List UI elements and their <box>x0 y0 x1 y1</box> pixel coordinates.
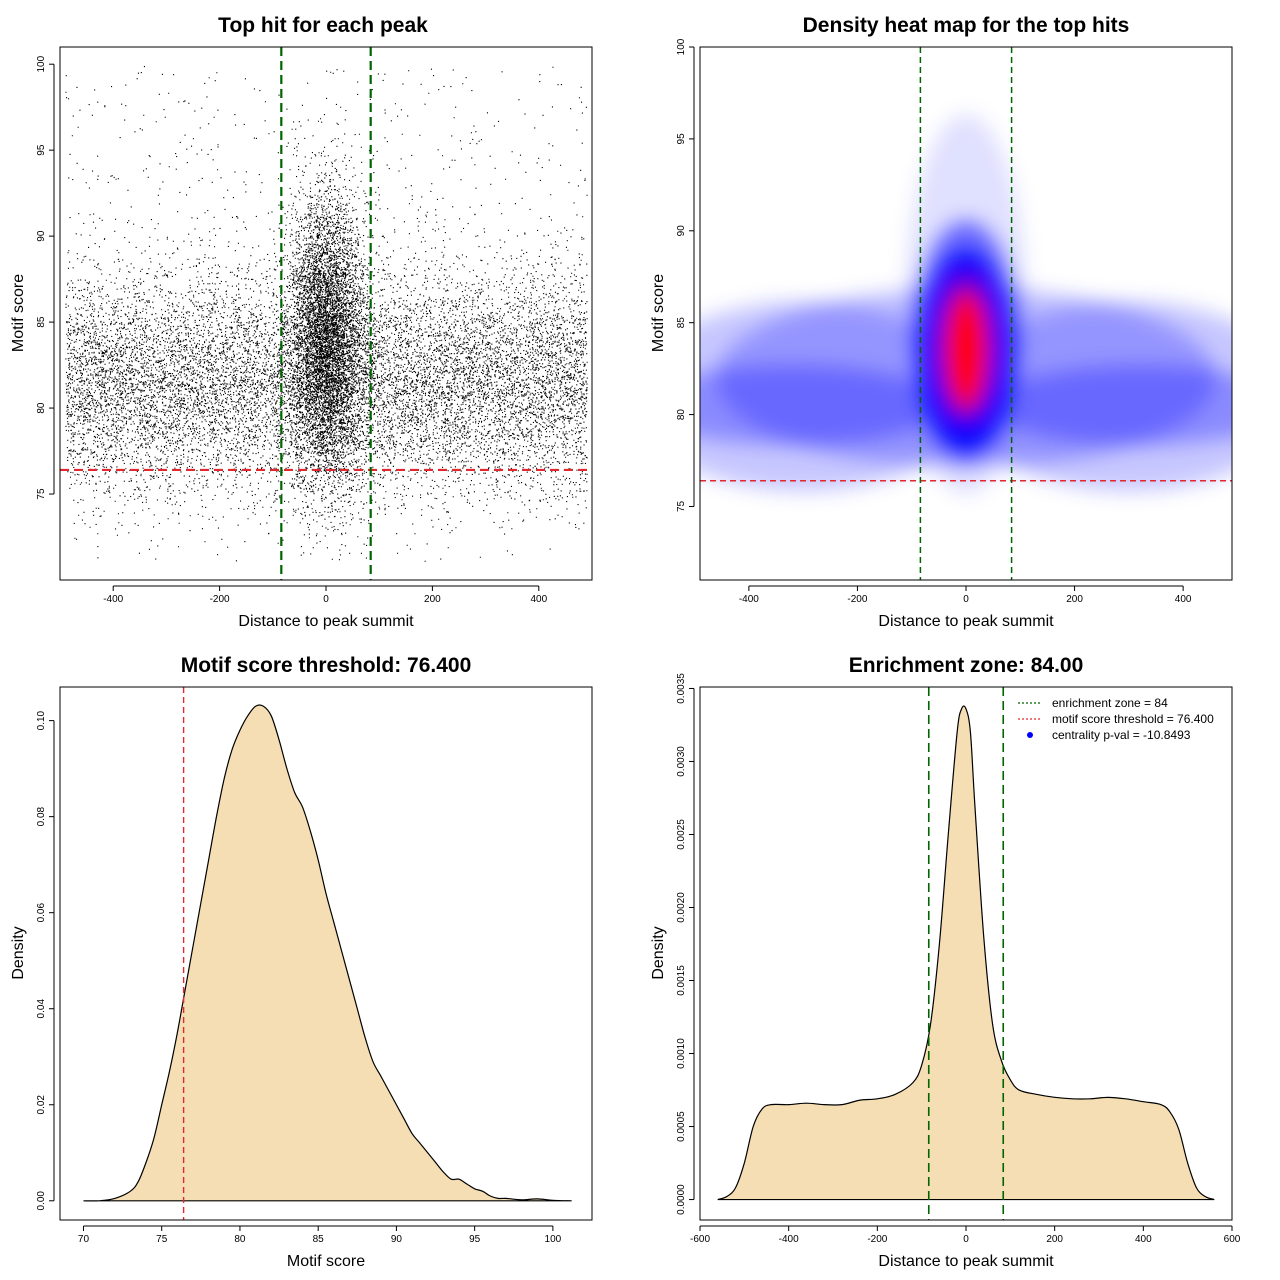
panel-enrichment-density: Enrichment zone: 84.00 -600 -400 -200 0 200 4… <box>650 654 1241 1270</box>
x-tick-label: 0 <box>963 1234 969 1245</box>
y-tick-label: 0.10 <box>36 710 47 730</box>
heatmap-density <box>700 114 1232 495</box>
y-tick-label: 0.0005 <box>676 1111 687 1142</box>
plot-frame <box>59 46 593 581</box>
panel-scatter: Top hit for each peak -400 -200 0 200 400 75… <box>10 14 593 630</box>
y-tick-label: 0.02 <box>36 1095 47 1115</box>
legend-label: centrality p-val = -10.8493 <box>1052 728 1191 742</box>
x-tick-label: -200 <box>210 594 230 605</box>
x-tick-label: -400 <box>779 1234 799 1245</box>
plot-frame <box>699 686 1233 1221</box>
plot-frame <box>699 46 1233 581</box>
x-tick-label: 70 <box>78 1234 90 1245</box>
legend-label: motif score threshold = 76.400 <box>1052 712 1214 726</box>
y-tick-label: 80 <box>676 409 687 421</box>
density-curve <box>83 704 572 1202</box>
plot-area <box>60 47 592 580</box>
x-tick-label: -200 <box>867 1234 887 1245</box>
legend-item: enrichment zone = 84 <box>1018 696 1168 710</box>
x-tick-label: -600 <box>690 1234 710 1245</box>
x-tick-label: 400 <box>1175 594 1192 605</box>
y-tick-label: 80 <box>36 402 47 414</box>
scatter-points <box>65 66 588 562</box>
x-axis: -600 -400 -200 0 200 400 600 <box>690 1225 1241 1245</box>
x-axis: 70 75 80 85 90 95 100 <box>78 1225 562 1245</box>
y-tick-label: 0.00 <box>36 1191 47 1211</box>
chart-title: Top hit for each peak <box>218 14 428 37</box>
legend: enrichment zone = 84 motif score threshol… <box>1018 696 1214 742</box>
x-axis-label: Distance to peak summit <box>878 1253 1054 1270</box>
y-axis: 75 80 85 90 95 100 <box>36 55 55 500</box>
y-tick-label: 100 <box>36 55 47 72</box>
x-tick-label: 400 <box>1135 1234 1152 1245</box>
x-tick-label: 80 <box>234 1234 246 1245</box>
chart-title: Enrichment zone: 84.00 <box>849 654 1084 677</box>
y-axis: 0.0000 0.0005 0.0010 0.0015 0.0020 0.0025 0.00… <box>676 673 695 1215</box>
y-tick-label: 0.0030 <box>676 746 687 777</box>
x-tick-label: 100 <box>545 1234 562 1245</box>
y-axis: 0.00 0.02 0.04 0.06 0.08 0.10 <box>36 710 55 1211</box>
y-tick-label: 0.0000 <box>676 1184 687 1215</box>
x-tick-label: 85 <box>313 1234 325 1245</box>
y-tick-label: 90 <box>36 230 47 242</box>
y-tick-label: 0.0010 <box>676 1038 687 1069</box>
y-tick-label: 85 <box>676 317 687 329</box>
y-tick-label: 75 <box>36 488 47 500</box>
y-tick-label: 0.0035 <box>676 673 687 704</box>
legend-item: centrality p-val = -10.8493 <box>1027 728 1191 742</box>
legend-dot-icon <box>1027 732 1033 738</box>
x-tick-label: 90 <box>391 1234 403 1245</box>
y-axis-label: Density <box>650 926 667 979</box>
plot-area <box>83 687 572 1220</box>
y-tick-label: 90 <box>676 225 687 237</box>
panel-heatmap: Density heat map for the top hits -400 -2… <box>650 14 1233 630</box>
x-axis-label: Distance to peak summit <box>238 613 414 630</box>
x-tick-label: -200 <box>847 594 867 605</box>
x-tick-label: 400 <box>530 594 547 605</box>
x-tick-label: 0 <box>323 594 329 605</box>
y-tick-label: 95 <box>36 144 47 156</box>
y-axis-label: Motif score <box>10 274 27 352</box>
y-tick-label: 0.06 <box>36 903 47 923</box>
heat-peak <box>946 292 986 409</box>
y-axis-label: Motif score <box>650 274 667 352</box>
y-tick-label: 0.0020 <box>676 892 687 923</box>
x-axis: -400 -200 0 200 400 <box>103 585 548 605</box>
x-tick-label: 200 <box>1066 594 1083 605</box>
x-tick-label: 75 <box>156 1234 168 1245</box>
legend-item: motif score threshold = 76.400 <box>1018 712 1214 726</box>
x-tick-label: 200 <box>1046 1234 1063 1245</box>
y-axis-label: Density <box>10 926 27 979</box>
chart-title: Motif score threshold: 76.400 <box>181 654 472 677</box>
x-tick-label: 95 <box>469 1234 481 1245</box>
x-tick-label: 200 <box>424 594 441 605</box>
y-tick-label: 95 <box>676 133 687 145</box>
density-area <box>717 705 1215 1200</box>
density-curve <box>717 705 1215 1201</box>
chart-title: Density heat map for the top hits <box>803 14 1130 37</box>
x-tick-label: -400 <box>739 594 759 605</box>
x-axis-label: Distance to peak summit <box>878 613 1054 630</box>
y-tick-label: 0.0015 <box>676 965 687 996</box>
x-axis-label: Motif score <box>287 1253 365 1270</box>
x-axis: -400 -200 0 200 400 <box>739 585 1192 605</box>
plot-frame <box>59 686 593 1221</box>
x-tick-label: 0 <box>963 594 969 605</box>
x-tick-label: -400 <box>103 594 123 605</box>
density-area <box>83 705 572 1201</box>
panel-motif-density: Motif score threshold: 76.400 70 75 80 85 90… <box>10 654 593 1270</box>
x-tick-label: 600 <box>1224 1234 1241 1245</box>
plot-area <box>717 687 1215 1220</box>
y-axis: 75 80 85 90 95 100 <box>676 38 695 512</box>
y-tick-label: 100 <box>676 38 687 55</box>
plot-area <box>700 47 1232 580</box>
y-tick-label: 0.0025 <box>676 819 687 850</box>
legend-label: enrichment zone = 84 <box>1052 696 1168 710</box>
y-tick-label: 75 <box>676 500 687 512</box>
y-tick-label: 85 <box>36 316 47 328</box>
y-tick-label: 0.04 <box>36 999 47 1019</box>
y-tick-label: 0.08 <box>36 806 47 826</box>
